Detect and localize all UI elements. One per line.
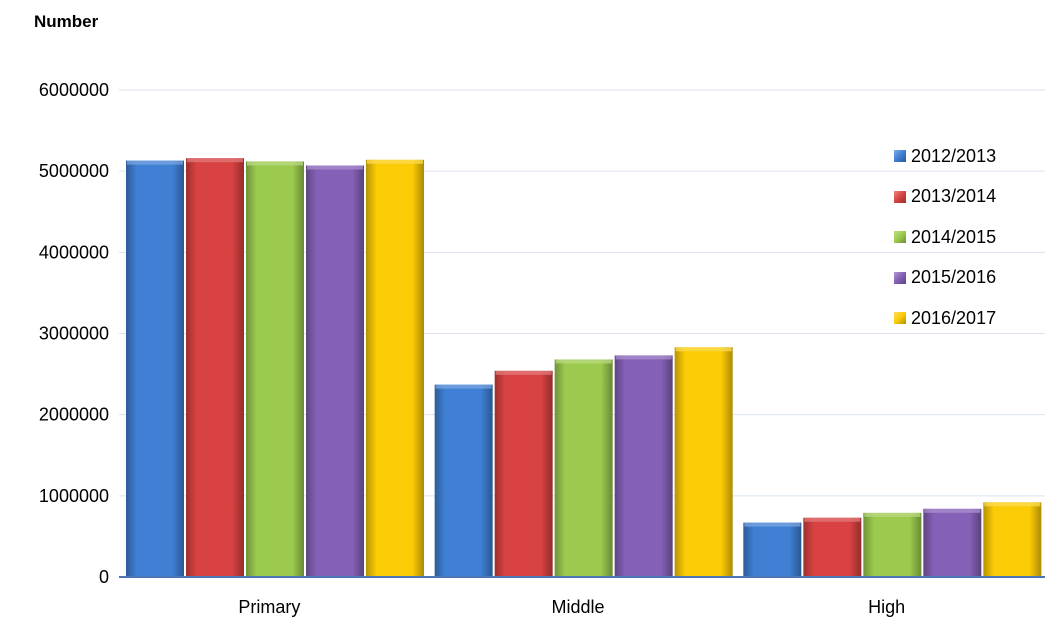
bar-high-series-3: [863, 512, 922, 577]
x-category-label: Primary: [238, 597, 300, 617]
bar-middle-series-4: [614, 355, 673, 577]
bar-top-highlight: [187, 158, 243, 163]
y-tick-label: 1000000: [39, 486, 109, 506]
bar-top-highlight: [984, 502, 1041, 507]
y-axis-title: Number: [34, 12, 99, 31]
legend-swatch: [894, 312, 906, 325]
bar-top-highlight: [367, 159, 423, 164]
bar-top-highlight: [555, 359, 612, 364]
legend-swatch: [894, 150, 906, 163]
bar-top-highlight: [247, 161, 303, 166]
y-tick-label: 2000000: [39, 405, 109, 425]
bar-high-series-1: [743, 522, 802, 577]
bar-middle-series-5: [674, 347, 733, 577]
bar-top-highlight: [924, 508, 981, 513]
legend-item: 2013/2014: [894, 177, 996, 218]
bar-top-highlight: [864, 512, 921, 517]
bar-middle-series-2: [494, 370, 553, 577]
bar-top-highlight: [435, 384, 492, 389]
bar-middle-series-3: [554, 359, 613, 577]
bar-top-highlight: [127, 160, 183, 165]
legend-label: 2012/2013: [911, 145, 997, 166]
legend-swatch: [894, 271, 906, 284]
y-tick-label: 4000000: [39, 242, 109, 262]
legend-label: 2014/2015: [911, 226, 997, 247]
bar-top-highlight: [804, 517, 861, 522]
bar-primary-series-2: [186, 158, 244, 577]
bar-top-highlight: [307, 165, 363, 170]
bar-high-series-2: [803, 517, 862, 577]
bar-top-highlight: [744, 522, 801, 527]
x-category-label: Middle: [551, 597, 604, 617]
bar-high-series-4: [923, 508, 982, 577]
legend-item: 2015/2016: [894, 258, 996, 299]
legend-label: 2015/2016: [911, 267, 997, 288]
bar-middle-series-1: [434, 384, 493, 577]
x-category-label: High: [868, 597, 905, 617]
legend-swatch: [894, 231, 906, 244]
bar-top-highlight: [615, 355, 672, 360]
legend-swatch: [894, 190, 906, 203]
legend: 2012/2013 2013/2014 2014/2015 2015/2016 2016…: [894, 136, 996, 339]
bar-primary-series-5: [366, 159, 424, 577]
y-tick-label: 5000000: [39, 161, 109, 181]
bar-top-highlight: [675, 347, 732, 352]
bar-primary-series-4: [306, 165, 364, 578]
bar-primary-series-3: [246, 161, 304, 577]
y-tick-label: 6000000: [39, 80, 109, 100]
x-axis-categories: Primary Middle High: [238, 597, 905, 617]
bars: [126, 158, 1042, 578]
bar-high-series-5: [983, 502, 1042, 577]
y-tick-label: 0: [99, 567, 109, 587]
bar-top-highlight: [495, 370, 552, 375]
legend-label: 2013/2014: [911, 186, 997, 207]
legend-item: 2014/2015: [894, 217, 996, 258]
legend-item: 2012/2013: [894, 136, 996, 177]
y-axis-ticks: 0 1000000 2000000 3000000 4000000 5000000 6000…: [39, 80, 109, 587]
bar-primary-series-1: [126, 160, 184, 578]
y-tick-label: 3000000: [39, 324, 109, 344]
legend-label: 2016/2017: [911, 307, 997, 328]
legend-item: 2016/2017: [894, 298, 996, 339]
